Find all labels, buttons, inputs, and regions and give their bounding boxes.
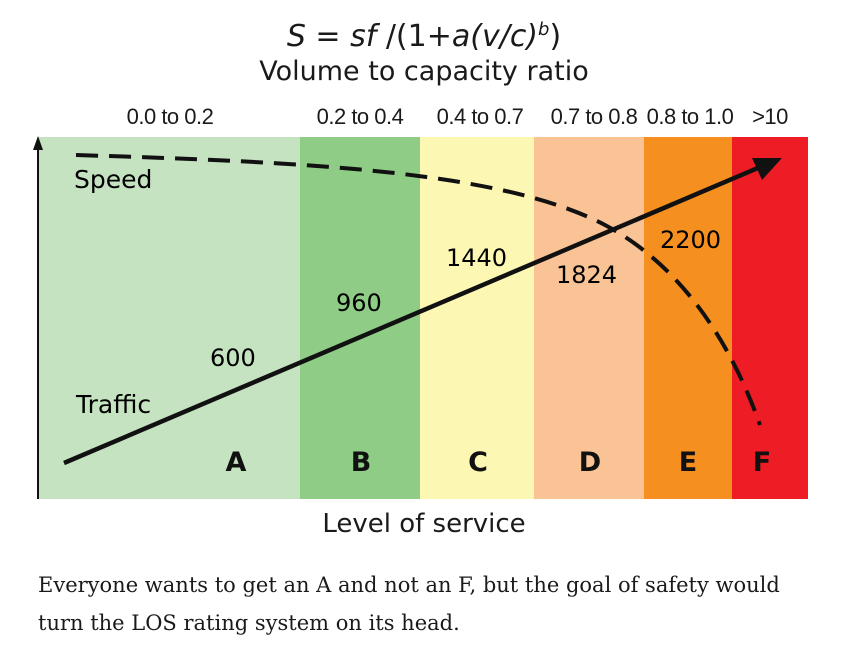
band-d — [534, 137, 644, 499]
grade-a: A — [226, 447, 247, 478]
grade-d: D — [579, 447, 601, 478]
traffic-label: Traffic — [75, 390, 151, 419]
traffic-arrow-icon — [752, 158, 782, 180]
formula-speed-symbol: S — [286, 19, 306, 54]
speed-label: Speed — [74, 165, 152, 194]
formula-divisor-close: ) — [549, 19, 562, 54]
grade-f: F — [753, 447, 771, 478]
traffic-value-4: 1824 — [556, 261, 617, 289]
band-f — [732, 137, 808, 499]
band-a — [38, 137, 300, 499]
figure-caption: Everyone wants to get an A and not an F,… — [38, 573, 780, 635]
traffic-value-5: 2200 — [660, 226, 721, 254]
formula-free-flow-speed: sf — [350, 19, 377, 54]
band-e — [644, 137, 732, 499]
grade-e: E — [679, 447, 697, 478]
x-axis-label: Level of service — [322, 509, 526, 539]
diagram-subtitle: Volume to capacity ratio — [259, 56, 589, 87]
traffic-value-1: 600 — [210, 344, 256, 372]
range-label-f: >10 — [752, 104, 788, 129]
formula-coefficient-a: a — [451, 19, 471, 54]
range-label-b: 0.2 to 0.4 — [316, 104, 404, 129]
traffic-value-3: 1440 — [446, 244, 507, 272]
traffic-value-2: 960 — [336, 289, 382, 317]
range-label-c: 0.4 to 0.7 — [436, 104, 524, 129]
grade-b: B — [351, 447, 372, 478]
grade-c: C — [468, 447, 488, 478]
band-c — [420, 137, 534, 499]
formula-volume-capacity: (v/c) — [470, 19, 539, 54]
range-label-a: 0.0 to 0.2 — [126, 104, 214, 129]
speed-curve — [75, 153, 762, 426]
formula-exponent-b: b — [538, 19, 550, 40]
formula-equals: = — [305, 19, 351, 54]
formula: S = sf /(1+a(v/c)b) — [0, 10, 848, 57]
range-label-e: 0.8 to 1.0 — [646, 104, 734, 129]
traffic-line — [63, 159, 776, 466]
range-label-d: 0.7 to 0.8 — [550, 104, 638, 129]
formula-divisor-open: /(1+ — [376, 19, 452, 54]
vertical-axis-arrow-icon — [33, 136, 43, 150]
